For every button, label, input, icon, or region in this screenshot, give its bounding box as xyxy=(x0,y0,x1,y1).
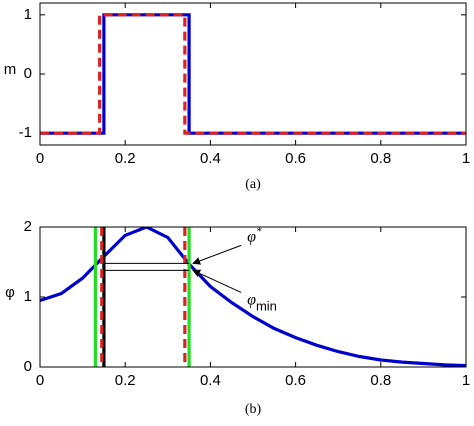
series-line xyxy=(40,227,466,367)
annotation-symbol: φ xyxy=(247,291,256,308)
annotation: φmin xyxy=(247,291,277,314)
x-tick-label: 0.6 xyxy=(285,372,306,389)
x-tick-label: 1 xyxy=(462,150,470,167)
y-tick-label: 1 xyxy=(24,6,32,23)
x-tick-label: 0.2 xyxy=(115,372,136,389)
annotation-superscript: * xyxy=(256,225,262,237)
annotation-subscript: min xyxy=(256,299,277,314)
y-axis-label: φ xyxy=(5,284,15,301)
y-tick-label: 1 xyxy=(24,288,32,305)
caption: (a) xyxy=(245,177,261,192)
y-tick-label: -1 xyxy=(19,124,32,141)
y-axis-label: m xyxy=(4,61,17,78)
x-tick-label: 0 xyxy=(36,372,44,389)
annotation-arrow xyxy=(192,269,242,293)
y-tick-label: 2 xyxy=(24,218,32,235)
caption: (b) xyxy=(245,402,262,417)
series-line xyxy=(40,13,466,135)
x-tick-label: 0.6 xyxy=(285,150,306,167)
x-tick-label: 0.8 xyxy=(370,150,391,167)
y-tick-label: 0 xyxy=(24,65,32,82)
annotation-symbol: φ xyxy=(247,228,256,245)
x-tick-label: 0.8 xyxy=(370,372,391,389)
annotation-arrow xyxy=(192,244,242,265)
x-tick-label: 0.4 xyxy=(200,372,221,389)
y-tick-label: 0 xyxy=(24,358,32,375)
x-tick-label: 0.2 xyxy=(115,150,136,167)
axes-frame xyxy=(39,226,467,368)
axes-frame xyxy=(39,2,467,146)
series-line xyxy=(40,13,466,135)
x-tick-label: 0.4 xyxy=(200,150,221,167)
x-tick-label: 0 xyxy=(36,150,44,167)
x-tick-label: 1 xyxy=(462,372,470,389)
annotation: φ* xyxy=(247,225,262,245)
